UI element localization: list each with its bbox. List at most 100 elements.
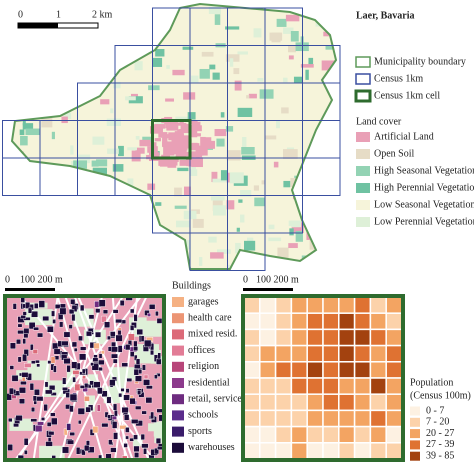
building [90,362,94,367]
urban-patch [168,132,178,141]
urban-patch [179,159,190,166]
building [155,311,159,317]
building [29,344,34,351]
land-patch [246,95,250,99]
building [130,325,135,331]
land-patch [325,45,336,50]
building [31,407,35,413]
land-patch [210,252,224,259]
population-cell [353,297,372,314]
building [7,444,13,451]
panel-frame [3,294,166,462]
main-map [2,2,341,271]
population-cell [244,409,261,428]
population-cell [290,442,308,459]
population-cell [306,328,324,347]
building [36,396,44,402]
land-patch [136,8,145,18]
building [128,333,135,341]
land-patch [126,25,140,35]
land-patch [225,54,240,62]
building [34,389,40,396]
land-patch [96,159,108,167]
building [155,358,162,365]
land-patch [141,240,149,249]
building [115,318,123,324]
land-patch [273,161,279,168]
population-cell [274,442,293,459]
land-patch [50,46,60,53]
building [137,390,142,395]
legend-swatch [172,442,184,453]
building [84,396,90,402]
land-patch [282,149,298,159]
population-cell [385,377,402,395]
building [50,412,56,417]
land-patch [290,31,299,42]
land-patch [212,178,227,183]
population-cell [306,442,324,459]
building [79,385,85,389]
building [45,441,53,447]
urban-patch [174,131,184,136]
building [31,310,39,318]
population-cell [274,377,293,395]
scale-label: 100 200 m [20,274,63,285]
building [96,404,101,412]
legend-label: religion [188,361,219,372]
land-patch [242,137,247,148]
building [44,381,49,388]
building [66,423,72,431]
population-cell [290,328,308,347]
building [80,346,87,351]
building [17,454,24,459]
building [78,420,82,425]
building [37,332,44,338]
urban-patch [163,147,175,156]
land-patch [125,96,136,101]
land-patch [119,185,125,192]
land-patch [158,233,170,241]
land-patch [182,46,194,50]
building [123,394,130,401]
building [28,322,36,330]
land-patch [189,169,198,177]
land-patch [113,81,121,89]
building [45,389,53,395]
building [91,363,99,371]
land-patch [301,255,315,267]
population-cell [385,393,402,412]
building [73,347,78,352]
population-cell [385,442,402,459]
building [108,439,113,445]
land-patch [329,131,336,141]
census-cell-highlight [151,119,192,160]
building [110,353,118,359]
building [50,356,56,364]
building [8,387,14,395]
land-patch [155,202,162,206]
building [143,448,147,455]
building [136,328,144,335]
population-cell [259,344,277,363]
urban-patch [190,129,198,138]
land-patch [209,64,216,70]
land-patch [63,112,72,119]
building [110,331,116,337]
population-cell [322,442,340,459]
green-patch [84,395,96,412]
urban-patch [200,136,206,147]
land-patch [61,66,70,78]
land-patch [283,77,288,83]
population-cell [322,409,340,428]
land-patch [16,64,32,73]
land-patch [226,200,235,210]
land-patch [236,227,240,232]
population-cell [290,377,308,395]
building [143,374,149,379]
building [142,364,146,371]
building [93,381,101,388]
land-patch [68,62,76,72]
urban-patch [190,147,197,151]
land-patch [259,257,265,262]
